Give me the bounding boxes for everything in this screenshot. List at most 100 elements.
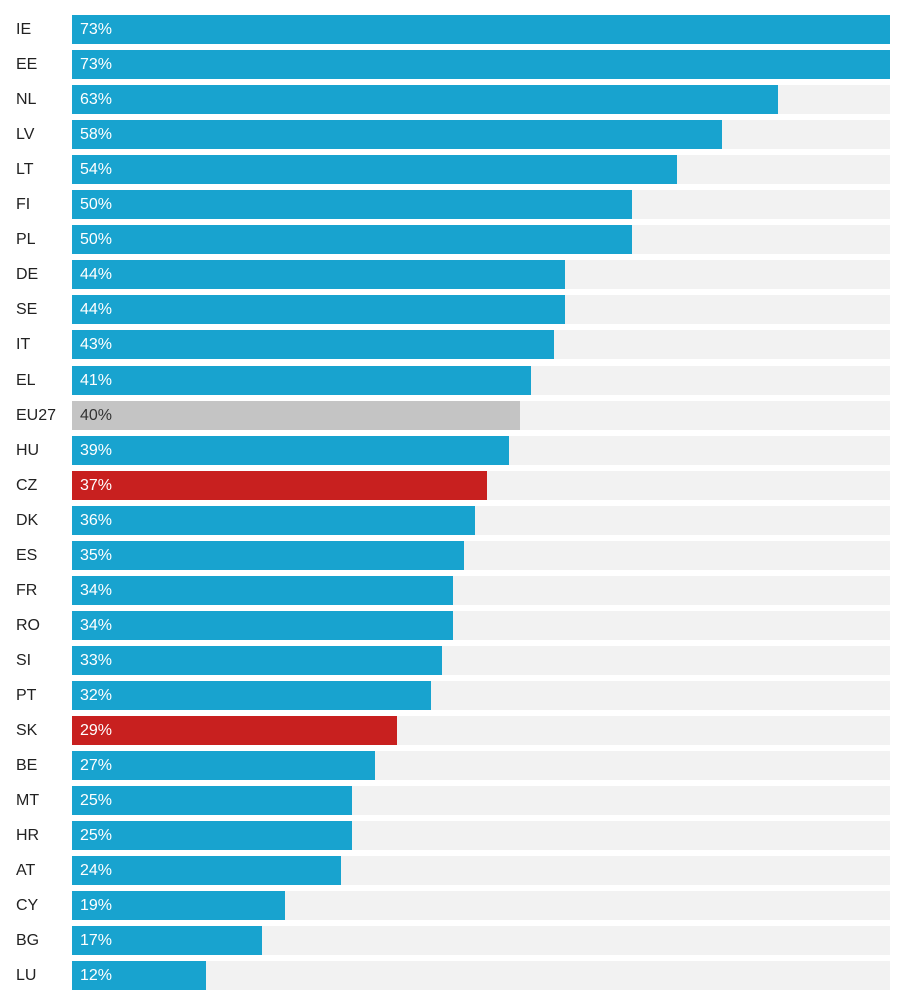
bar-track: 33% bbox=[72, 645, 890, 675]
bar-row-mt: MT 25% bbox=[0, 786, 905, 816]
bar-de bbox=[72, 260, 565, 290]
bar-se bbox=[72, 295, 565, 325]
bar-track: 37% bbox=[72, 470, 890, 500]
bar-row-si: SI 33% bbox=[0, 645, 905, 675]
bar-dk bbox=[72, 505, 475, 535]
value-label: 37% bbox=[80, 476, 113, 494]
bar-row-it: IT 43% bbox=[0, 330, 905, 360]
category-label: PT bbox=[16, 686, 37, 704]
value-label: 58% bbox=[80, 126, 113, 144]
bar-ie bbox=[72, 15, 890, 44]
value-label: 39% bbox=[80, 441, 113, 459]
bar-track: 27% bbox=[72, 751, 890, 781]
category-label: ES bbox=[16, 546, 38, 564]
bar-row-hr: HR 25% bbox=[0, 821, 905, 851]
category-label: LV bbox=[16, 126, 35, 144]
bar-track: 25% bbox=[72, 786, 890, 816]
bar-lt bbox=[72, 155, 677, 185]
bar-fr bbox=[72, 575, 453, 605]
bar-fi bbox=[72, 190, 632, 220]
value-label: 73% bbox=[80, 21, 113, 38]
bar-row-lu: LU 12% bbox=[0, 961, 905, 991]
bar-cz bbox=[72, 470, 487, 500]
bar-track: 41% bbox=[72, 365, 890, 395]
bar-track: 12% bbox=[72, 961, 890, 991]
bar-cy bbox=[72, 891, 285, 921]
bar-row-nl: NL 63% bbox=[0, 85, 905, 115]
category-label: EU27 bbox=[16, 406, 57, 424]
value-label: 27% bbox=[80, 757, 113, 775]
bar-row-fi: FI 50% bbox=[0, 190, 905, 220]
category-label: LT bbox=[16, 161, 34, 179]
bar-row-ie: IE 73% bbox=[0, 15, 905, 44]
category-label: MT bbox=[16, 792, 40, 810]
bar-row-pl: PL 50% bbox=[0, 225, 905, 255]
bar-sk bbox=[72, 716, 397, 745]
bar-track: 39% bbox=[72, 435, 890, 465]
bar-row-ee: EE 73% bbox=[0, 50, 905, 80]
bar-track: 44% bbox=[72, 260, 890, 290]
value-label: 63% bbox=[80, 91, 113, 109]
bar-track: 58% bbox=[72, 120, 890, 150]
bar-lv bbox=[72, 120, 722, 150]
value-label: 44% bbox=[80, 301, 113, 319]
bar-row-se: SE 44% bbox=[0, 295, 905, 325]
value-label: 32% bbox=[80, 686, 113, 704]
value-label: 41% bbox=[80, 371, 113, 389]
bar-track: 44% bbox=[72, 295, 890, 325]
bar-mt bbox=[72, 786, 352, 816]
category-label: FR bbox=[16, 581, 38, 599]
bar-row-dk: DK 36% bbox=[0, 505, 905, 535]
value-label: 34% bbox=[80, 581, 113, 599]
category-label: DE bbox=[16, 266, 39, 284]
bar-row-lt: LT 54% bbox=[0, 155, 905, 185]
category-label: IT bbox=[16, 336, 31, 354]
bar-row-de: DE 44% bbox=[0, 260, 905, 290]
bar-row-el: EL 41% bbox=[0, 365, 905, 395]
value-label: 17% bbox=[80, 932, 113, 950]
bar-row-sk: SK 29% bbox=[0, 716, 905, 745]
category-label: EE bbox=[16, 56, 38, 74]
bar-ee bbox=[72, 50, 890, 80]
bar-row-fr: FR 34% bbox=[0, 575, 905, 605]
bar-track: 50% bbox=[72, 225, 890, 255]
category-label: RO bbox=[16, 616, 40, 634]
bar-track: 73% bbox=[72, 15, 890, 44]
bar-be bbox=[72, 751, 375, 781]
bar-track: 32% bbox=[72, 680, 890, 710]
category-label: BG bbox=[16, 932, 40, 950]
bar-nl bbox=[72, 85, 778, 115]
category-label: BE bbox=[16, 757, 38, 775]
category-label: LU bbox=[16, 967, 37, 985]
value-label: 25% bbox=[80, 792, 113, 810]
bar-at bbox=[72, 856, 341, 886]
bar-track: 73% bbox=[72, 50, 890, 80]
category-label: HR bbox=[16, 827, 40, 845]
bar-ro bbox=[72, 610, 453, 640]
category-label: PL bbox=[16, 231, 36, 249]
value-label: 19% bbox=[80, 897, 113, 915]
bar-row-hu: HU 39% bbox=[0, 435, 905, 465]
bar-track: 24% bbox=[72, 856, 890, 886]
bar-row-bg: BG 17% bbox=[0, 926, 905, 956]
value-label: 35% bbox=[80, 546, 113, 564]
bar-row-pt: PT 32% bbox=[0, 680, 905, 710]
bar-pl bbox=[72, 225, 632, 255]
value-label: 25% bbox=[80, 827, 113, 845]
category-label: AT bbox=[16, 862, 36, 880]
value-label: 33% bbox=[80, 651, 113, 669]
bar-el bbox=[72, 365, 531, 395]
category-label: FI bbox=[16, 196, 31, 214]
bar-track: 50% bbox=[72, 190, 890, 220]
value-label: 36% bbox=[80, 511, 113, 529]
bar-it bbox=[72, 330, 554, 360]
bar-row-lv: LV 58% bbox=[0, 120, 905, 150]
value-label: 54% bbox=[80, 161, 113, 179]
bar-track: 34% bbox=[72, 575, 890, 605]
category-label: NL bbox=[16, 91, 37, 109]
bar-lu bbox=[72, 961, 206, 991]
category-label: CY bbox=[16, 897, 39, 915]
bar-hu bbox=[72, 435, 509, 465]
bar-track: 40% bbox=[72, 400, 890, 430]
